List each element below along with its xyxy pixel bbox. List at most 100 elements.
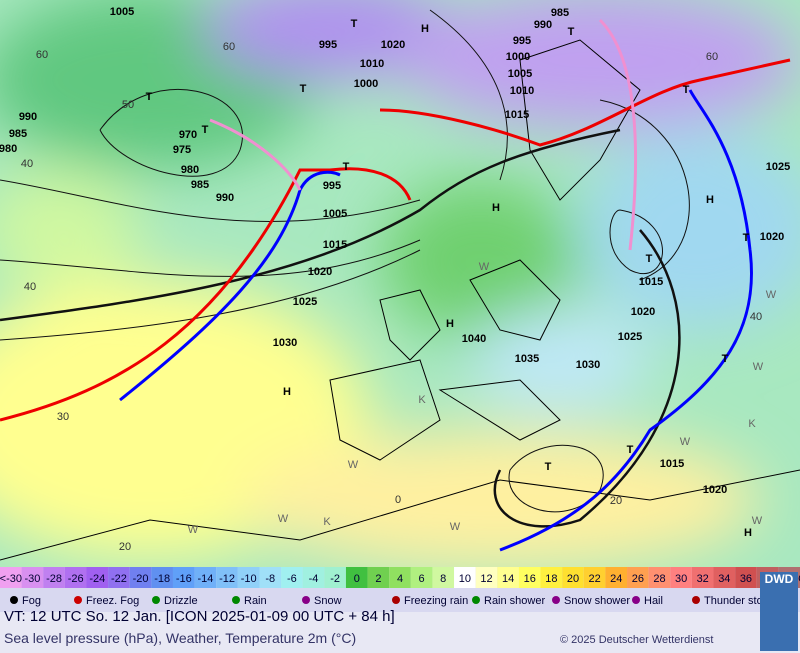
isobar-label: 1000 xyxy=(506,51,530,63)
color-scale-cell xyxy=(302,567,325,588)
pressure-symbol: W xyxy=(680,436,691,448)
isobar-label: 1020 xyxy=(703,484,727,496)
legend-label: Rain shower xyxy=(484,595,545,607)
color-scale-label: 24 xyxy=(610,573,622,585)
color-scale-cell xyxy=(670,567,692,588)
legend-symbol xyxy=(152,596,160,604)
color-scale-label: <-30 xyxy=(0,573,22,585)
color-scale-label: -2 xyxy=(330,573,340,585)
color-scale-cell xyxy=(108,567,130,588)
legend-label: Rain xyxy=(244,595,267,607)
isobar-label: 1025 xyxy=(766,161,790,173)
legend-symbol xyxy=(632,596,640,604)
color-scale-label: -14 xyxy=(197,573,213,585)
pressure-symbol: H xyxy=(744,527,752,539)
pressure-symbol: T xyxy=(722,353,729,365)
legend-symbol xyxy=(472,596,480,604)
logo-text: DWD xyxy=(764,572,794,586)
isobar-label: 1000 xyxy=(354,78,378,90)
color-scale-label: 10 xyxy=(459,573,471,585)
color-scale-cell xyxy=(259,567,282,588)
color-scale-label: 32 xyxy=(697,573,709,585)
isobar-label: 1015 xyxy=(639,276,663,288)
isobar-label: 1015 xyxy=(505,109,529,121)
pressure-symbol: T xyxy=(300,83,307,95)
warm-front xyxy=(0,167,412,422)
color-scale-cell xyxy=(345,567,368,588)
isobar-label: 1015 xyxy=(323,239,347,251)
color-scale-label: 0 xyxy=(354,573,360,585)
legend-symbol xyxy=(552,596,560,604)
color-scale-cell xyxy=(605,567,628,588)
color-scale-cell xyxy=(432,567,455,588)
color-scale-cell xyxy=(86,567,109,588)
color-scale-label: -22 xyxy=(111,573,127,585)
color-scale-label: -30 xyxy=(24,573,40,585)
color-scale-label: -16 xyxy=(176,573,192,585)
isobar-label: 1020 xyxy=(381,39,405,51)
footer: VT: 12 UTC So. 12 Jan. [ICON 2025-01-09 … xyxy=(0,572,800,653)
color-scale-cell xyxy=(713,567,736,588)
color-scale-label: -26 xyxy=(68,573,84,585)
legend-symbol xyxy=(392,596,400,604)
pressure-symbol: T xyxy=(545,461,552,473)
legend-label: Snow xyxy=(314,595,342,607)
pressure-symbol: H xyxy=(421,23,429,35)
legend-symbol xyxy=(232,596,240,604)
isobar-label: 1025 xyxy=(618,331,642,343)
legend-label: Drizzle xyxy=(164,595,198,607)
pressure-symbol: T xyxy=(627,444,634,456)
color-scale-cell xyxy=(21,567,44,588)
color-scale-label: 16 xyxy=(524,573,536,585)
pressure-symbol: W xyxy=(766,289,777,301)
color-scale-label: 20 xyxy=(567,573,579,585)
isobar-label: 990 xyxy=(19,111,37,123)
pressure-symbol: K xyxy=(323,516,331,528)
isobar-label: 985 xyxy=(191,179,209,191)
pressure-symbol: W xyxy=(450,521,461,533)
pressure-symbol: T xyxy=(743,232,750,244)
occlusion xyxy=(598,18,638,251)
pressure-symbol: K xyxy=(418,394,426,406)
pressure-symbol: W xyxy=(479,261,490,273)
color-scale-cell xyxy=(583,567,606,588)
legend-symbol xyxy=(10,596,18,604)
isobar-label: 1005 xyxy=(508,68,532,80)
cold-front xyxy=(119,170,341,402)
color-scale-cell xyxy=(389,567,411,588)
color-scale-label: -8 xyxy=(265,573,275,585)
color-scale-cell xyxy=(281,567,303,588)
isobar-label: 990 xyxy=(216,192,234,204)
color-scale-cell xyxy=(151,567,173,588)
pressure-symbol: T xyxy=(683,84,690,96)
isobar-label: 1020 xyxy=(308,266,332,278)
isobar-label: 975 xyxy=(173,144,191,156)
color-scale-label: 14 xyxy=(502,573,514,585)
color-scale-cell xyxy=(216,567,238,588)
color-scale-cell xyxy=(691,567,714,588)
pressure-symbol: H xyxy=(492,202,500,214)
isobar-label: 1025 xyxy=(293,296,317,308)
isobar-label: 970 xyxy=(179,129,197,141)
color-scale-cell xyxy=(324,567,346,588)
isotherm-label: 40 xyxy=(750,311,762,323)
pressure-symbol: K xyxy=(748,418,756,430)
color-scale-cell xyxy=(64,567,87,588)
color-scale-cell xyxy=(129,567,152,588)
valid-time: VT: 12 UTC So. 12 Jan. [ICON 2025-01-09 … xyxy=(4,608,395,625)
pressure-symbol: T xyxy=(202,124,209,136)
occlusion xyxy=(209,118,302,191)
pressure-symbol: T xyxy=(343,161,350,173)
temperature-field xyxy=(0,0,800,570)
color-scale-label: 4 xyxy=(397,573,403,585)
pressure-symbol: T xyxy=(568,26,575,38)
color-scale-cell xyxy=(172,567,195,588)
color-scale-cell xyxy=(367,567,390,588)
logo: DWD xyxy=(760,572,798,651)
isobar-label: 985 xyxy=(9,128,27,140)
color-scale-cell xyxy=(0,567,22,588)
color-scale-label: 6 xyxy=(419,573,425,585)
color-scale-cell xyxy=(627,567,649,588)
color-scale-label: -6 xyxy=(287,573,297,585)
